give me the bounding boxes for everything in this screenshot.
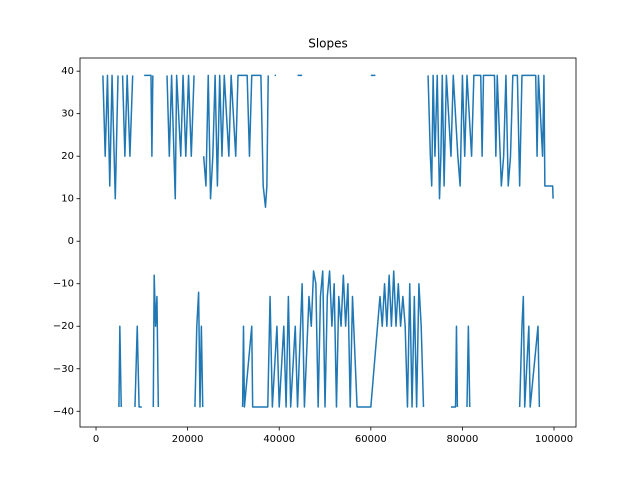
x-tick-label: 60000: [355, 434, 387, 445]
x-tick-label: 0: [93, 434, 99, 445]
y-tick-label: 0: [68, 236, 74, 247]
x-tick-label: 80000: [447, 434, 479, 445]
x-tick-label: 100000: [535, 434, 573, 445]
axes-frame: [79, 57, 577, 428]
y-tick-label: −40: [53, 406, 74, 417]
y-tick-label: 20: [61, 151, 74, 162]
y-tick-label: 10: [61, 194, 74, 205]
chart-title: Slopes: [308, 37, 348, 51]
y-tick-label: −30: [53, 364, 74, 375]
x-tick-label: 20000: [172, 434, 204, 445]
data-line: [102, 74, 554, 408]
y-tick-label: 40: [61, 66, 74, 77]
y-tick-label: −20: [53, 321, 74, 332]
y-tick-label: 30: [61, 109, 74, 120]
x-tick-label: 40000: [263, 434, 295, 445]
y-tick-label: −10: [53, 279, 74, 290]
